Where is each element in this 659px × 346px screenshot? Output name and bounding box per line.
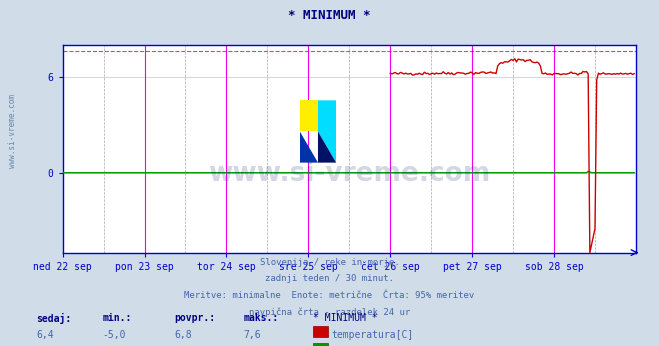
Polygon shape	[318, 131, 336, 163]
Text: Meritve: minimalne  Enote: metrične  Črta: 95% meritev: Meritve: minimalne Enote: metrične Črta:…	[185, 291, 474, 300]
Text: navpična črta - razdelek 24 ur: navpična črta - razdelek 24 ur	[249, 308, 410, 317]
Text: * MINIMUM *: * MINIMUM *	[288, 9, 371, 22]
Text: maks.:: maks.:	[244, 313, 279, 323]
Text: Slovenija / reke in morje.: Slovenija / reke in morje.	[260, 258, 399, 267]
Text: zadnji teden / 30 minut.: zadnji teden / 30 minut.	[265, 274, 394, 283]
Text: * MINIMUM *: * MINIMUM *	[313, 313, 378, 323]
Text: www.si-vreme.com: www.si-vreme.com	[208, 161, 490, 187]
Text: 6,4: 6,4	[36, 330, 54, 340]
Text: 6,8: 6,8	[175, 330, 192, 340]
Text: sedaj:: sedaj:	[36, 313, 71, 324]
Polygon shape	[318, 100, 336, 163]
Text: www.si-vreme.com: www.si-vreme.com	[8, 94, 17, 169]
Text: temperatura[C]: temperatura[C]	[331, 330, 414, 340]
Text: povpr.:: povpr.:	[175, 313, 215, 323]
Text: -5,0: -5,0	[102, 330, 126, 340]
Polygon shape	[300, 100, 318, 131]
Text: min.:: min.:	[102, 313, 132, 323]
Text: 7,6: 7,6	[244, 330, 262, 340]
Polygon shape	[300, 131, 318, 163]
